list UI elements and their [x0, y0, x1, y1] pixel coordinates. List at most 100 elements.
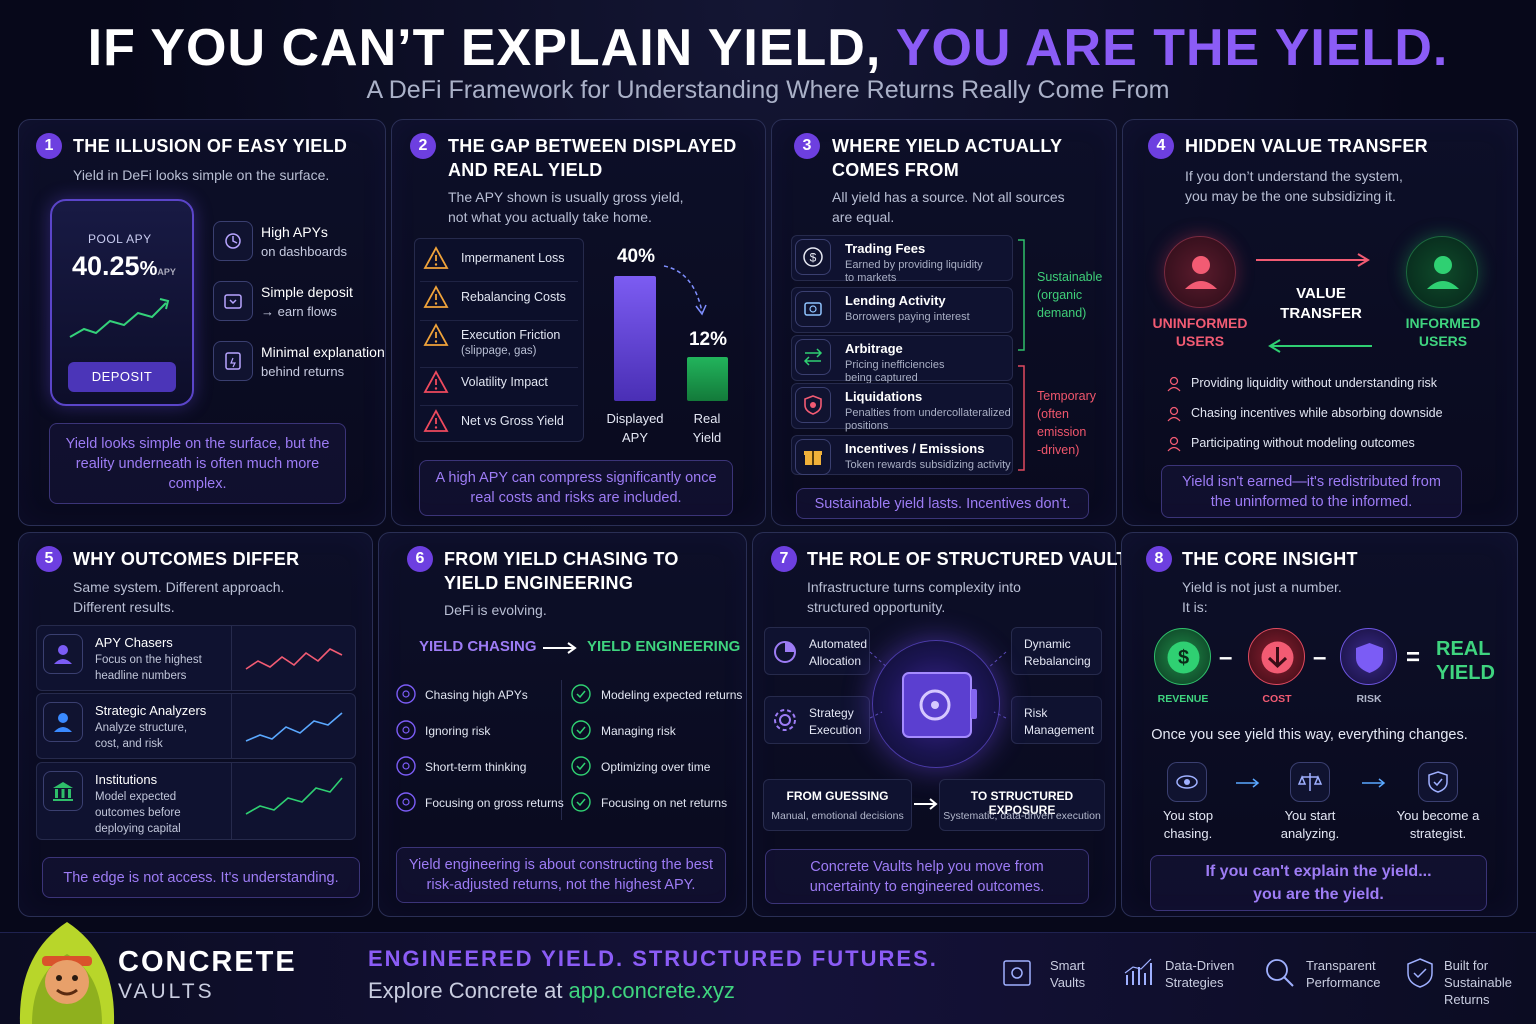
real-yield-bar — [687, 357, 728, 401]
desc-line-1: The APY shown is usually gross yield, — [448, 189, 684, 205]
apy-number: 40.25 — [72, 251, 140, 281]
result-line-1: REAL — [1436, 638, 1491, 660]
yield-source-title: Liquidations — [845, 389, 923, 404]
automated-allocation-card — [764, 627, 870, 675]
liquidation-shield-icon — [795, 387, 831, 423]
label-line-1: INFORMED — [1405, 315, 1481, 331]
desc-line-2: structured opportunity. — [807, 599, 946, 615]
deposit-button[interactable]: DEPOSIT — [68, 362, 176, 392]
label-line-1: Strategy — [809, 706, 854, 720]
panel-number: 6 — [407, 546, 433, 572]
pool-apy-label: POOL APY — [88, 232, 152, 246]
informed-users-label: INFORMED USERS — [1389, 314, 1497, 350]
item-line-1: Minimal explanation — [261, 344, 385, 360]
yield-source-title: Trading Fees — [845, 241, 926, 256]
step-line-1: You become a — [1396, 808, 1480, 823]
panel-number: 1 — [36, 133, 62, 159]
desc-line-2: not what you actually take home. — [448, 209, 652, 225]
label-line-1: Displayed — [606, 411, 664, 426]
footer-tagline: ENGINEERED YIELD. STRUCTURED FUTURES. — [368, 946, 938, 971]
uninformed-user-icon — [1164, 236, 1236, 308]
label-line-2: Allocation — [809, 654, 862, 668]
title-line-2: AND REAL YIELD — [448, 160, 603, 180]
divider — [420, 367, 578, 368]
label-line-2: Execution — [809, 723, 862, 737]
item-minimal-explanation: Minimal explanation behind returns — [261, 343, 385, 381]
risk-management-label: Risk Management — [1024, 705, 1094, 739]
label-line-2: Management — [1024, 723, 1095, 737]
footer-url-link[interactable]: app.concrete.xyz — [568, 978, 735, 1003]
yield-source-title: Incentives / Emissions — [845, 441, 985, 456]
step-become-strategist: You become a strategist. — [1386, 807, 1490, 843]
panel-6-callout: Yield engineering is about constructing … — [396, 847, 726, 903]
sustainable-label: Sustainable (organic demand) — [1037, 268, 1102, 322]
persona-desc: cost, and risk — [95, 738, 163, 750]
divider — [420, 320, 578, 321]
panel-title: THE ROLE OF STRUCTURED VAULTS — [807, 549, 1141, 569]
chasing-item-icon — [395, 683, 417, 705]
connector-lines — [869, 651, 1007, 719]
step-line-2: analyzing. — [1280, 826, 1340, 841]
chasing-item-icon — [395, 719, 417, 741]
yield-chasing-item: Focusing on gross returns — [425, 796, 564, 810]
panel-number: 8 — [1146, 546, 1172, 572]
label-line: (often — [1037, 407, 1069, 421]
yield-source-desc: to markets — [845, 272, 897, 284]
panel-number: 3 — [794, 133, 820, 159]
panel-title: HIDDEN VALUE TRANSFER — [1185, 136, 1428, 156]
feature-line: Sustainable — [1444, 975, 1512, 990]
label-line-2: USERS — [1175, 333, 1225, 349]
brand-name: CONCRETE — [118, 946, 297, 978]
risk-shield-icon — [1340, 628, 1397, 685]
label-line-1: Real — [693, 411, 721, 426]
yield-source-desc: being captured — [845, 372, 918, 384]
vault-illustration — [872, 640, 1000, 768]
from-guessing-subtext: Manual, emotional decisions — [771, 810, 904, 822]
arrow-right-icon — [1236, 778, 1260, 788]
automated-allocation-label: Automated Allocation — [809, 636, 867, 670]
structured-exposure-heading: TO STRUCTURED EXPOSURE — [970, 789, 1074, 817]
divider — [420, 281, 578, 282]
feature-sustainable: Built for Sustainable Returns — [1444, 957, 1512, 1008]
footer-explore: Explore Concrete at app.concrete.xyz — [368, 978, 735, 1004]
label-line-2: TRANSFER — [1280, 305, 1362, 322]
temporary-label: Temporary (often emission -driven) — [1037, 387, 1096, 459]
panel-description: The APY shown is usually gross yield, not… — [448, 187, 684, 227]
from-guessing-card — [763, 779, 912, 831]
warning-icon — [423, 409, 449, 433]
warning-icon — [423, 285, 449, 309]
yield-source-title: Arbitrage — [845, 341, 903, 356]
label-line-1: VALUE — [1296, 285, 1346, 302]
panel-5-callout: The edge is not access. It's understandi… — [42, 857, 360, 898]
analyst-user-icon — [43, 702, 83, 742]
equals-operator: = — [1406, 644, 1421, 671]
shield-check-icon — [1418, 762, 1458, 802]
user-icon — [43, 634, 83, 674]
yield-source-desc: Earned by providing liquidity — [845, 259, 983, 271]
dynamic-rebalancing-card — [1011, 627, 1102, 675]
label-line: (organic — [1037, 288, 1083, 302]
growth-line-icon — [69, 298, 170, 338]
value-transfer-item: Providing liquidity without understandin… — [1191, 376, 1437, 390]
engineering-check-icon — [570, 755, 592, 777]
label-line: emission — [1037, 425, 1087, 439]
wallet-icon — [213, 281, 253, 321]
yield-chasing-heading: YIELD CHASING — [419, 638, 537, 655]
value-transfer-label: VALUE TRANSFER — [1266, 284, 1376, 324]
feature-line: Performance — [1306, 975, 1381, 990]
feature-line: Vaults — [1050, 975, 1086, 990]
phone-mockup: POOL APY 40.25%APY DEPOSIT — [50, 199, 194, 406]
persona-desc: deploying capital — [95, 823, 181, 835]
item-line-1: Simple deposit — [261, 284, 353, 300]
panel-description: DeFi is evolving. — [444, 602, 547, 618]
step-stop-chasing: You stop chasing. — [1145, 807, 1231, 843]
feature-transparent: Transparent Performance — [1306, 957, 1380, 991]
chasing-item-icon — [395, 791, 417, 813]
feature-line: Strategies — [1165, 975, 1224, 990]
panel-description: If you don’t understand the system, you m… — [1185, 166, 1403, 206]
from-guessing-heading: FROM GUESSING — [786, 789, 889, 803]
desc-line-2: you may be the one subsidizing it. — [1185, 188, 1396, 204]
warning-icon — [423, 323, 449, 347]
arrow-right-icon — [543, 642, 577, 654]
